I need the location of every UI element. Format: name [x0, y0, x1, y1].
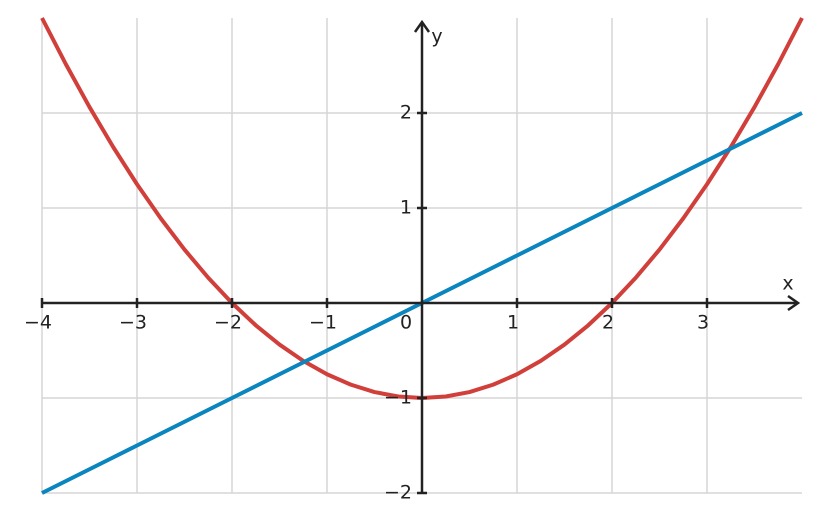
- y-tick-label: −1: [384, 387, 412, 409]
- x-tick-label: 3: [697, 312, 709, 334]
- y-tick-label: 2: [400, 102, 412, 124]
- x-tick-label: −3: [119, 312, 147, 334]
- x-tick-label: −2: [214, 312, 242, 334]
- y-tick-label: 1: [400, 197, 412, 219]
- x-tick-label: −1: [309, 312, 337, 334]
- y-arrow: [413, 19, 431, 33]
- x-arrow: [787, 294, 801, 312]
- x-tick-label: 1: [507, 312, 519, 334]
- x-tick-label: −4: [24, 312, 52, 334]
- y-axis-label: y: [431, 26, 442, 48]
- x-tick-label: 0: [400, 312, 412, 334]
- x-tick-label: 2: [602, 312, 614, 334]
- y-tick-label: −2: [384, 482, 412, 504]
- axes: x y −4 −3 −2 −1 0 1 2 3 −2 −1 1 2: [24, 19, 801, 504]
- x-axis-label: x: [782, 273, 793, 295]
